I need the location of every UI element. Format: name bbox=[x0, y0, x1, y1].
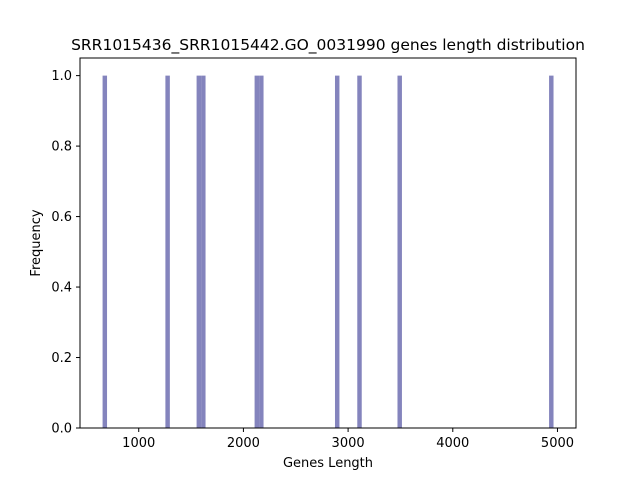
x-axis: 1000 2000 3000 4000 5000 bbox=[122, 428, 574, 451]
histogram-bar-2 bbox=[165, 75, 170, 428]
x-tick-label: 1000 bbox=[122, 436, 155, 451]
y-tick-label: 0.2 bbox=[51, 351, 72, 366]
y-tick-label: 1.0 bbox=[51, 69, 72, 84]
histogram-bar-7 bbox=[334, 75, 340, 428]
x-tick-label: 2000 bbox=[227, 436, 260, 451]
x-tick-label: 3000 bbox=[332, 436, 365, 451]
plot-frame bbox=[79, 57, 577, 429]
x-tick-label: 4000 bbox=[436, 436, 469, 451]
histogram-bar-6 bbox=[259, 75, 264, 428]
histogram-bar-10 bbox=[549, 75, 554, 428]
x-axis-title: Genes Length bbox=[283, 456, 373, 471]
histogram-bar-5 bbox=[254, 75, 260, 428]
y-tick-label: 0.0 bbox=[51, 422, 72, 437]
histogram-bar-9 bbox=[397, 75, 402, 428]
x-tick-label: 5000 bbox=[541, 436, 574, 451]
histogram-bar-4 bbox=[201, 75, 206, 428]
y-tick-label: 0.4 bbox=[51, 281, 72, 296]
y-tick-label: 0.8 bbox=[51, 140, 72, 155]
y-axis: 0.0 0.2 0.4 0.6 0.8 1.0 bbox=[51, 69, 80, 437]
y-tick-label: 0.6 bbox=[51, 210, 72, 225]
chart-title: SRR1015436_SRR1015442.GO_0031990 genes l… bbox=[71, 36, 585, 55]
bars-layer bbox=[102, 75, 554, 428]
histogram-bar-3 bbox=[196, 75, 202, 428]
y-axis-title: Frequency bbox=[29, 209, 44, 276]
histogram-bar-8 bbox=[357, 75, 362, 428]
histogram-bar-1 bbox=[102, 75, 108, 428]
